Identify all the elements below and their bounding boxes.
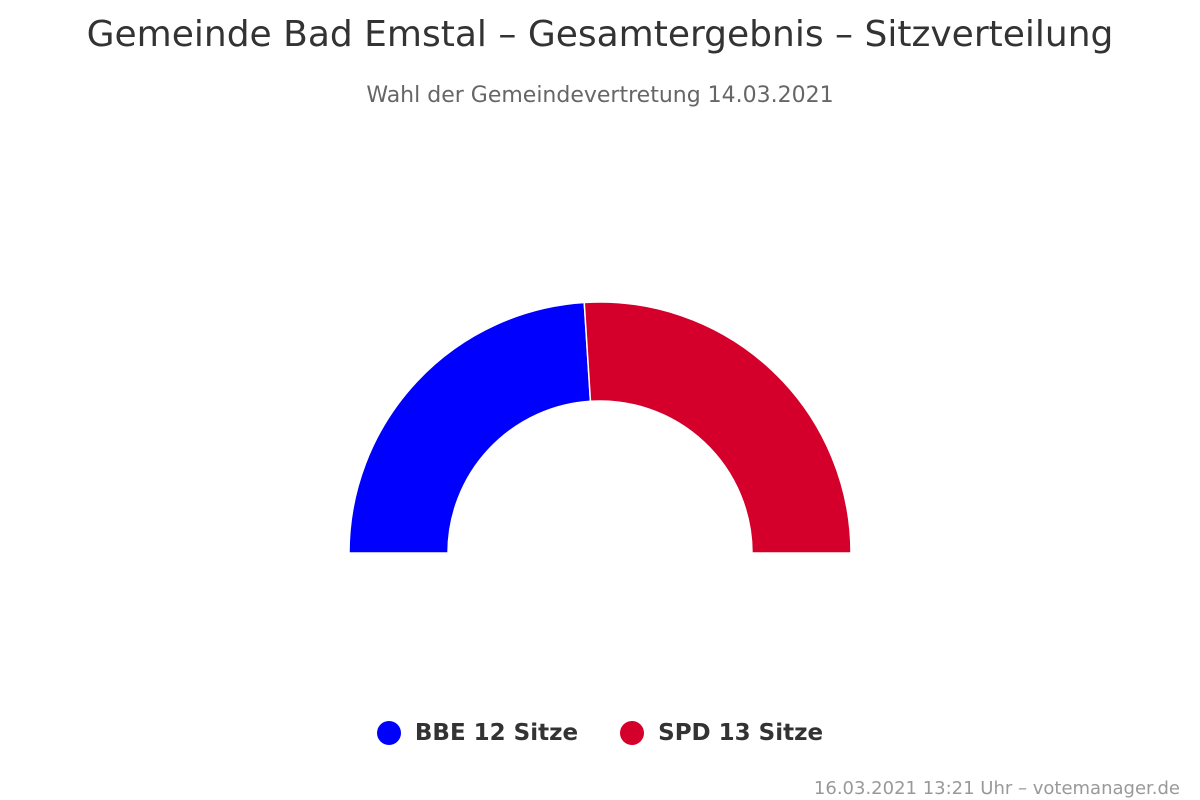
legend-item-bbe[interactable]: BBE 12 Sitze: [376, 720, 579, 746]
legend-label-bbe: BBE 12 Sitze: [414, 720, 579, 746]
chart-title: Gemeinde Bad Emstal – Gesamtergebnis – S…: [86, 14, 1114, 55]
legend-item-spd[interactable]: SPD 13 Sitze: [620, 720, 823, 746]
legend-label-spd: SPD 13 Sitze: [658, 720, 824, 746]
credits-link[interactable]: 16.03.2021 13:21 Uhr – votemanager.de: [813, 778, 1180, 799]
slice-bbe[interactable]: [348, 301, 592, 554]
slice-spd[interactable]: [583, 301, 852, 554]
legend: BBE 12 Sitze SPD 13 Sitze: [0, 720, 1200, 746]
legend-symbol-bbe: [376, 721, 401, 745]
legend-symbol-spd: [620, 721, 645, 745]
chart-subtitle: Wahl der Gemeindevertretung 14.03.2021: [366, 83, 834, 108]
